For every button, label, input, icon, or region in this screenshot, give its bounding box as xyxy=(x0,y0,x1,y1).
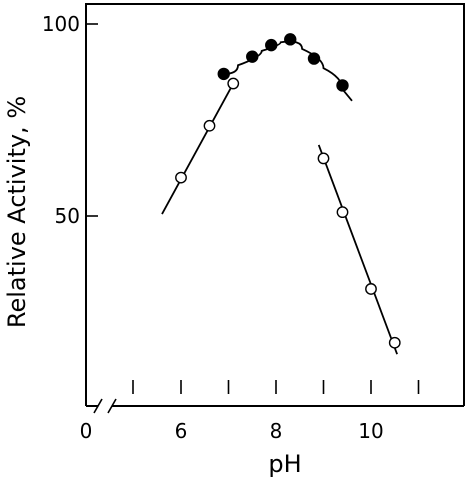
x-tick-label: 8 xyxy=(270,419,283,443)
plot-area xyxy=(85,3,465,414)
data-points xyxy=(175,33,401,349)
fit-line-1 xyxy=(161,83,235,215)
y-axis-label: Relative Activity, % xyxy=(3,96,31,328)
filled-data-point xyxy=(336,79,349,92)
filled-data-point xyxy=(265,38,278,52)
x-tick-label: 6 xyxy=(175,419,188,443)
open-data-point xyxy=(336,206,349,219)
filled-data-point xyxy=(246,50,259,63)
filled-data-point xyxy=(307,52,321,65)
open-data-point xyxy=(317,152,330,165)
x-tick-label: 10 xyxy=(358,419,383,443)
axis-break-mark xyxy=(93,398,103,414)
x-ticks: 0 6 8 10 xyxy=(80,380,420,443)
x-tick-label: 0 xyxy=(80,419,93,443)
open-data-point xyxy=(203,119,216,132)
fit-line-3 xyxy=(317,144,398,355)
open-data-point xyxy=(388,336,401,349)
axis-break-mark xyxy=(107,398,117,414)
open-data-point xyxy=(365,283,377,295)
y-ticks: 50 100 xyxy=(42,12,98,228)
open-data-point xyxy=(227,77,240,90)
filled-data-point xyxy=(217,67,230,81)
x-axis-label: pH xyxy=(268,450,301,478)
fit-lines xyxy=(161,40,398,355)
filled-data-point xyxy=(284,33,297,46)
y-tick-label: 100 xyxy=(42,12,80,36)
fit-line-2 xyxy=(223,40,353,102)
y-tick-label: 50 xyxy=(55,204,80,228)
open-data-point xyxy=(175,171,187,184)
plot-frame xyxy=(85,3,465,406)
